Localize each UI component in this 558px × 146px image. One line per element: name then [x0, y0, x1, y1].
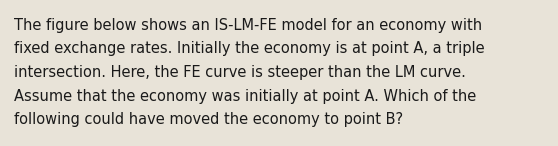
Text: The figure below shows an IS-LM-FE model for an economy with: The figure below shows an IS-LM-FE model…: [14, 18, 482, 33]
Text: following could have moved the economy to point B?: following could have moved the economy t…: [14, 112, 403, 127]
Text: Assume that the economy was initially at point A. Which of the: Assume that the economy was initially at…: [14, 88, 476, 104]
Text: intersection. Here, the FE curve is steeper than the LM curve.: intersection. Here, the FE curve is stee…: [14, 65, 466, 80]
Text: fixed exchange rates. Initially the economy is at point A, a triple: fixed exchange rates. Initially the econ…: [14, 41, 485, 57]
